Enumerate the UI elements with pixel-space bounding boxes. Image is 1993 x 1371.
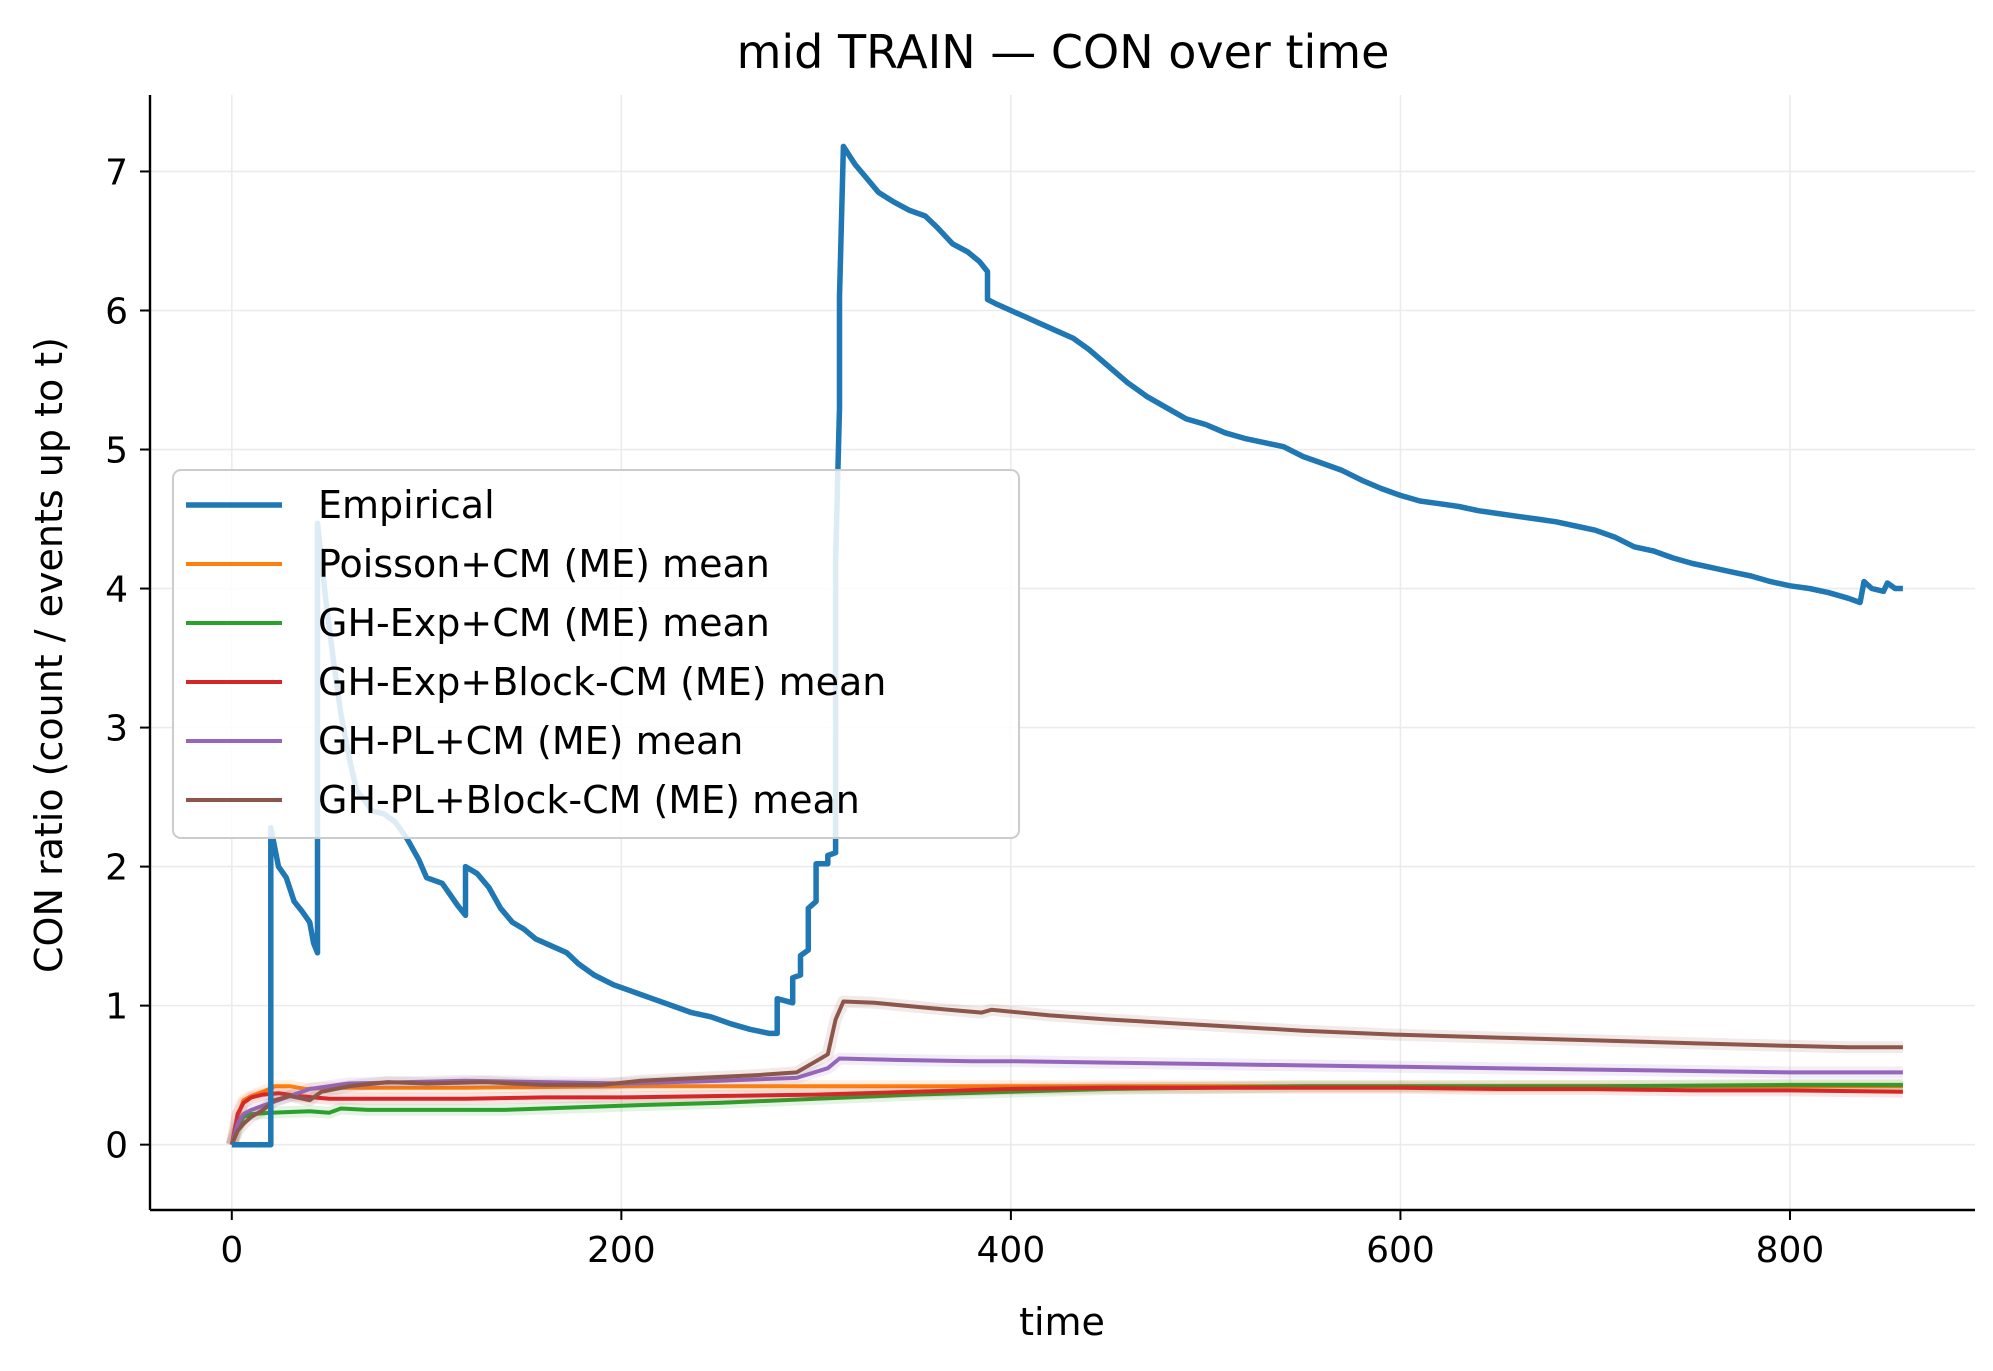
- series-line-gh-pl-block-cm-me-mean: [229, 999, 1903, 1146]
- y-axis-label: CON ratio (count / events up to t): [27, 337, 71, 973]
- y-tick-label: 1: [105, 987, 128, 1028]
- y-axis-ticks: 0 1 2 3 4 5 6 7: [105, 152, 150, 1167]
- legend-label-poisson-cm-me-mean: Poisson+CM (ME) mean: [318, 542, 770, 586]
- y-tick-label: 2: [105, 848, 128, 889]
- legend-label-gh-pl-block-cm-me-mean: GH-PL+Block-CM (ME) mean: [318, 778, 860, 822]
- x-axis-ticks: 0 200 400 600 800: [220, 1210, 1824, 1271]
- series-line-empirical: [231, 143, 1903, 1148]
- y-tick-label: 3: [105, 709, 128, 750]
- legend-box: [172, 469, 1020, 839]
- y-tick-label: 6: [105, 291, 128, 332]
- x-tick-label: 200: [587, 1230, 656, 1271]
- legend: Empirical Poisson+CM (ME) mean GH-Exp+CM (…: [172, 469, 1020, 839]
- y-tick-label: 4: [105, 570, 128, 611]
- x-tick-label: 800: [1756, 1230, 1825, 1271]
- x-tick-label: 400: [977, 1230, 1046, 1271]
- y-tick-label: 7: [105, 152, 128, 193]
- x-tick-label: 0: [220, 1230, 243, 1271]
- y-tick-label: 5: [105, 431, 128, 472]
- legend-label-empirical: Empirical: [318, 483, 495, 527]
- y-tick-label: 0: [105, 1126, 128, 1167]
- series-line-gh-exp-block-cm-me-mean: [229, 1085, 1903, 1146]
- series-layer: [225, 143, 1903, 1148]
- legend-label-gh-exp-cm-me-mean: GH-Exp+CM (ME) mean: [318, 601, 770, 645]
- legend-label-gh-pl-cm-me-mean: GH-PL+CM (ME) mean: [318, 719, 743, 763]
- x-axis-label: time: [1019, 1300, 1105, 1344]
- x-tick-label: 600: [1366, 1230, 1435, 1271]
- chart-title: mid TRAIN — CON over time: [737, 25, 1390, 79]
- legend-label-gh-exp-block-cm-me-mean: GH-Exp+Block-CM (ME) mean: [318, 660, 886, 704]
